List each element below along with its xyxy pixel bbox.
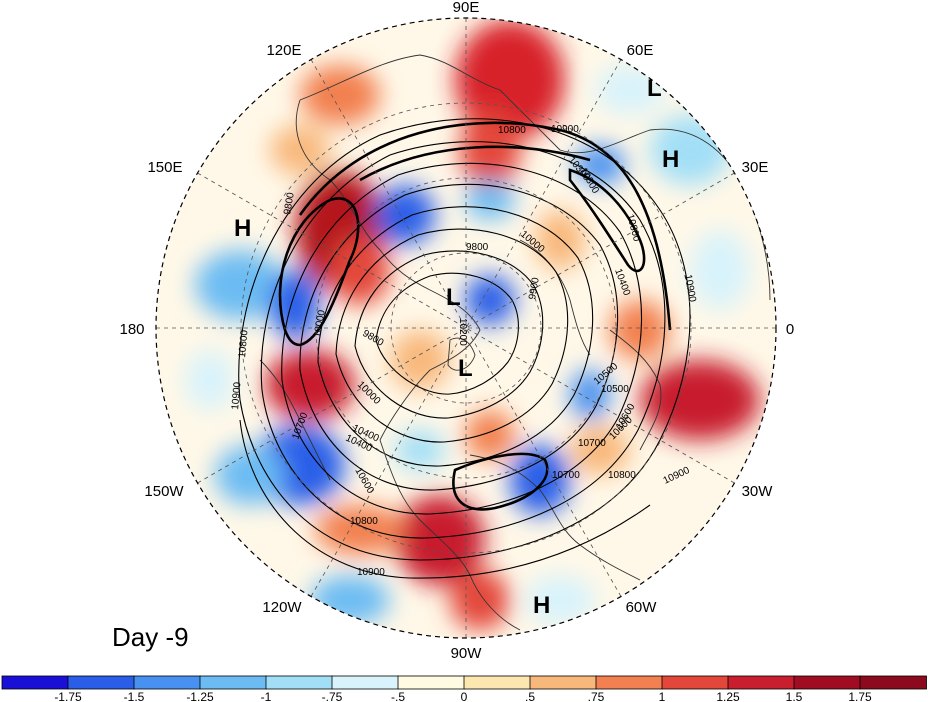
- colorbar-tick-label: -.75: [322, 690, 343, 702]
- colorbar-tick-label: 1: [659, 690, 666, 702]
- height-contours: [238, 118, 691, 579]
- colorbar-tick-label: 0: [461, 690, 468, 702]
- high-center-marker: H: [662, 146, 679, 173]
- coastlines: [259, 54, 771, 631]
- colorbar-swatch: [727, 675, 795, 690]
- contour-label: 9800: [466, 242, 489, 253]
- lon-label-150e: 150E: [147, 159, 182, 176]
- lon-label-120e: 120E: [266, 42, 301, 59]
- colorbar-swatch: [265, 675, 333, 690]
- colorbar-tick-label: -1.75: [54, 690, 82, 702]
- contour-label: 10900: [682, 274, 698, 304]
- contour-label: 10800: [237, 329, 250, 358]
- low-center-marker: L: [446, 284, 461, 311]
- colorbar-swatch: [661, 675, 729, 690]
- lon-label-90e: 90E: [453, 0, 480, 16]
- map-boundary: [155, 17, 777, 639]
- lon-label-180: 180: [119, 321, 144, 338]
- colorbar-tick-label: 1.75: [848, 690, 872, 702]
- contour-label: 9900: [527, 276, 542, 300]
- contour-label: 10900: [230, 381, 243, 410]
- high-center-marker: H: [533, 592, 550, 619]
- anomaly-field: [156, 18, 776, 638]
- colorbar-tick-label: -1.5: [124, 690, 145, 702]
- lon-label-0: 0: [786, 321, 794, 338]
- contour-label: 10800: [498, 125, 526, 136]
- high-center-marker: H: [234, 215, 251, 242]
- graticule: [156, 18, 776, 638]
- contour-label: 10000: [312, 309, 328, 339]
- lon-label-30e: 30E: [742, 159, 769, 176]
- colorbar-swatch: [397, 675, 465, 690]
- contour-label: 10200: [457, 318, 468, 346]
- longitude-labels: 90E 60E 30E 0 30W 60W 90W 120W 150W 180 …: [119, 0, 794, 662]
- colorbar-tick-label: -.5: [391, 690, 405, 702]
- colorbar-swatch: [595, 675, 663, 690]
- lon-label-120w: 120W: [262, 599, 302, 616]
- contour-label: 10800: [350, 516, 378, 527]
- colorbar-tick-label: -1: [261, 690, 272, 702]
- colorbar-tick-label: .75: [588, 690, 605, 702]
- colorbar-swatch: [199, 675, 267, 690]
- lon-label-30w: 30W: [742, 483, 774, 500]
- colorbar-tick-label: 1.5: [786, 690, 803, 702]
- colorbar-swatch: [859, 675, 927, 690]
- lon-label-60w: 60W: [626, 599, 658, 616]
- contour-label: 9800: [282, 191, 297, 215]
- lon-label-90w: 90W: [451, 645, 483, 662]
- colorbar-swatch: [1, 675, 69, 690]
- colorbar-swatch: [793, 675, 861, 690]
- contour-label: 10900: [551, 124, 579, 135]
- panel-label: Day -9: [112, 622, 189, 652]
- contour-label: 10800: [608, 470, 636, 481]
- colorbar-swatch: [331, 675, 399, 690]
- contour-label: 10900: [357, 567, 385, 578]
- lon-label-60e: 60E: [627, 42, 654, 59]
- colorbar: -1.75 -1.5 -1.25 -1 -.75 -.5 0 .5 .75 1 1.25 1.5 1.7…: [1, 675, 927, 702]
- low-center-marker: L: [647, 75, 662, 102]
- colorbar-tick-label: 1.25: [716, 690, 740, 702]
- contour-label: 10700: [578, 438, 606, 449]
- pressure-centers: L H H L L H: [234, 75, 679, 619]
- contour-label: 10500: [601, 384, 629, 395]
- colorbar-swatch: [67, 675, 135, 690]
- lon-label-150w: 150W: [144, 483, 184, 500]
- colorbar-swatch: [133, 675, 201, 690]
- colorbar-tick-label: .5: [525, 690, 535, 702]
- contour-label: 10700: [552, 470, 580, 481]
- low-center-marker: L: [458, 355, 473, 382]
- colorbar-tick-label: -1.25: [186, 690, 214, 702]
- colorbar-swatch: [529, 675, 597, 690]
- colorbar-swatch: [463, 675, 531, 690]
